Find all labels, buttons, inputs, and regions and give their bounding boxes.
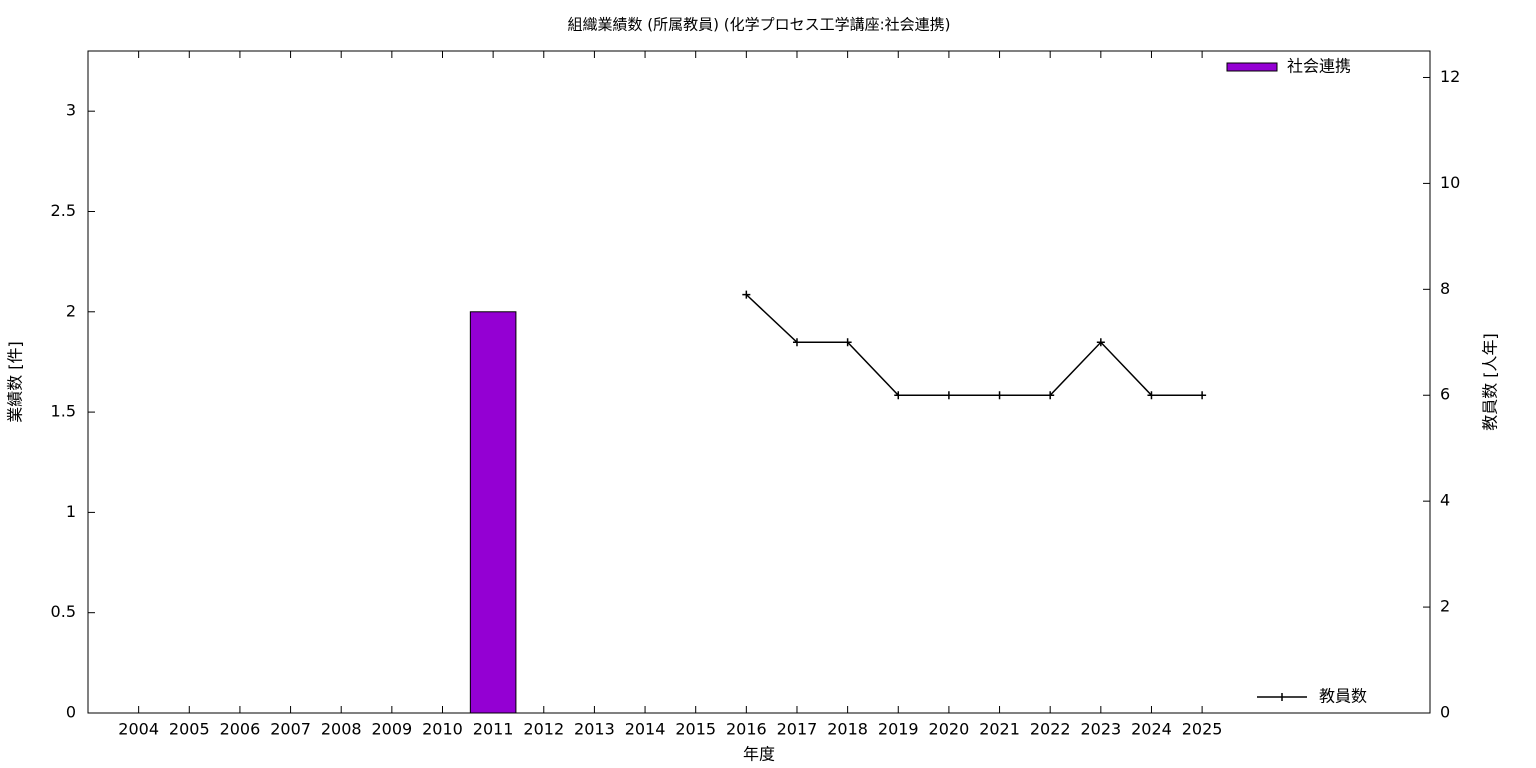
y2-tick-label: 10 bbox=[1440, 173, 1460, 192]
y-tick-label: 2.5 bbox=[51, 201, 76, 220]
x-tick-label: 2007 bbox=[270, 720, 311, 739]
x-tick-label: 2022 bbox=[1030, 720, 1071, 739]
x-tick-label: 2009 bbox=[371, 720, 412, 739]
x-tick-label: 2020 bbox=[929, 720, 970, 739]
x-tick-label: 2011 bbox=[473, 720, 514, 739]
x-tick-label: 2004 bbox=[118, 720, 159, 739]
x-tick-label: 2025 bbox=[1182, 720, 1223, 739]
x-tick-label: 2018 bbox=[827, 720, 868, 739]
x-tick-label: 2006 bbox=[220, 720, 261, 739]
x-tick-label: 2021 bbox=[979, 720, 1020, 739]
point-marker bbox=[1046, 391, 1055, 400]
x-axis-label: 年度 bbox=[743, 745, 775, 764]
point-marker bbox=[843, 338, 852, 347]
y-tick-label: 1 bbox=[66, 502, 76, 521]
point-marker bbox=[1198, 391, 1207, 400]
chart-title: 組織業績数 (所属教員) (化学プロセス工学講座:社会連携) bbox=[567, 16, 950, 34]
point-marker bbox=[792, 338, 801, 347]
plot-frame bbox=[87, 50, 1431, 714]
x-tick-label: 2019 bbox=[878, 720, 919, 739]
y2-tick-label: 8 bbox=[1440, 279, 1450, 298]
legend-label: 社会連携 bbox=[1287, 57, 1351, 76]
point-marker bbox=[995, 391, 1004, 400]
legend-line bbox=[1257, 693, 1307, 701]
x-tick-label: 2023 bbox=[1080, 720, 1121, 739]
legend-label: 教員数 bbox=[1319, 687, 1367, 706]
x-tick-label: 2014 bbox=[625, 720, 666, 739]
x-tick-label: 2013 bbox=[574, 720, 615, 739]
point-marker bbox=[894, 391, 903, 400]
y-tick-label: 2 bbox=[66, 301, 76, 320]
y2-tick-label: 6 bbox=[1440, 385, 1450, 404]
y2-tick-label: 0 bbox=[1440, 703, 1450, 722]
y2-tick-label: 2 bbox=[1440, 597, 1450, 616]
legend-swatch bbox=[1226, 62, 1278, 72]
x-tick-label: 2016 bbox=[726, 720, 767, 739]
point-marker bbox=[1096, 338, 1105, 347]
point-marker bbox=[1147, 391, 1156, 400]
point-marker bbox=[742, 290, 751, 299]
y-tick-label: 3 bbox=[66, 101, 76, 120]
x-tick-label: 2005 bbox=[169, 720, 210, 739]
x-tick-label: 2015 bbox=[675, 720, 716, 739]
x-tick-label: 2017 bbox=[777, 720, 818, 739]
y2-tick-label: 4 bbox=[1440, 491, 1450, 510]
line bbox=[745, 294, 1203, 396]
y2-axis-label: 教員数 [人年] bbox=[1481, 333, 1500, 431]
x-tick-label: 2012 bbox=[523, 720, 564, 739]
y2-tick-label: 12 bbox=[1440, 67, 1460, 86]
x-tick-label: 2008 bbox=[321, 720, 362, 739]
point-marker bbox=[944, 391, 953, 400]
bar bbox=[469, 311, 517, 714]
x-tick-label: 2024 bbox=[1131, 720, 1172, 739]
y-tick-label: 1.5 bbox=[51, 402, 76, 421]
y-axis-label: 業績数 [件] bbox=[6, 341, 25, 423]
x-tick-label: 2010 bbox=[422, 720, 463, 739]
y-tick-label: 0 bbox=[66, 703, 76, 722]
y-tick-label: 0.5 bbox=[51, 602, 76, 621]
